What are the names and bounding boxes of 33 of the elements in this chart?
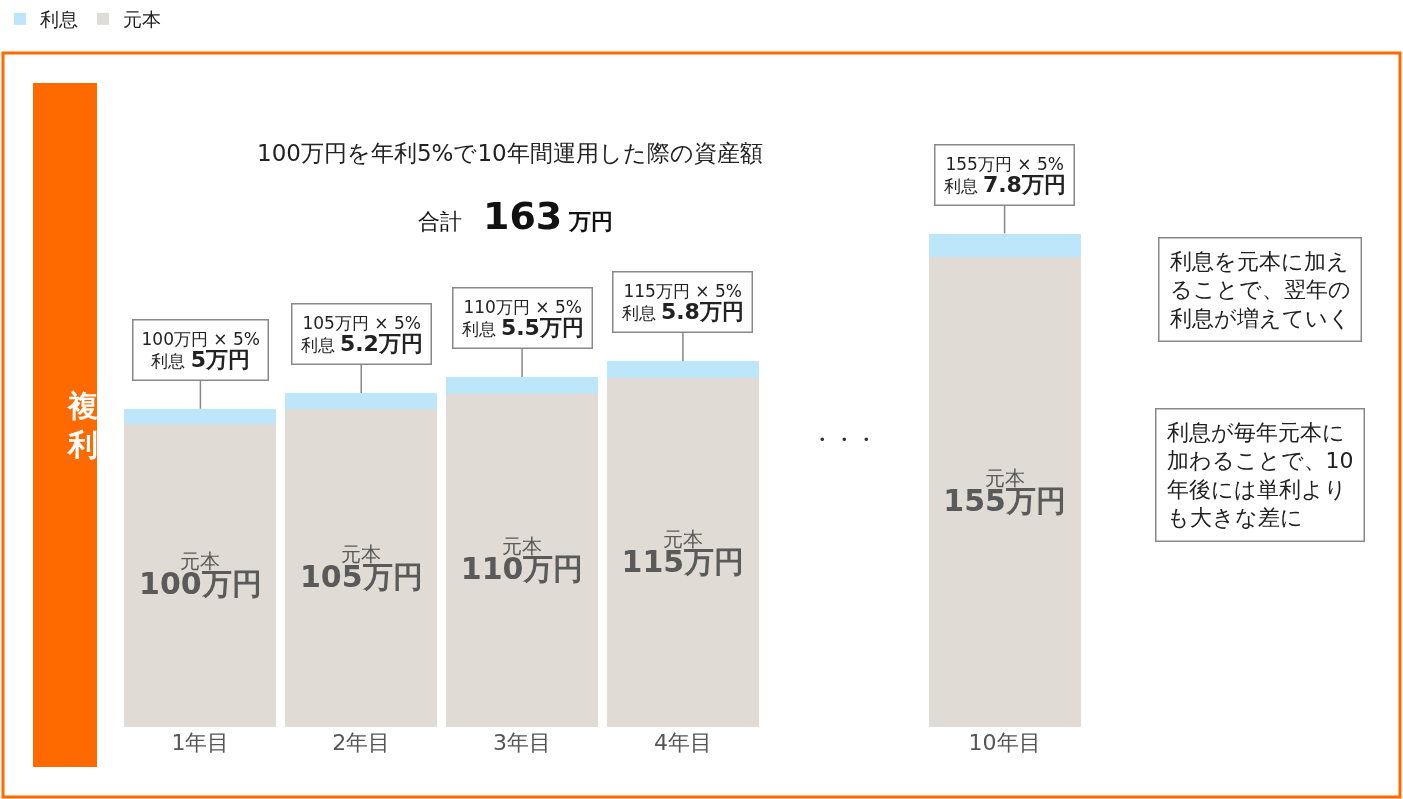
x-tick-label: 1年目 [171, 730, 230, 755]
bar [446, 376, 599, 394]
bar [446, 393, 599, 727]
x-tick-label: 3年目 [493, 730, 552, 755]
chart-title: 100万円を年利5%で10年間運用した際の資産額 [257, 140, 763, 166]
text: 利息を元本に加えることで、翌年の利息が増えていく [1169, 248, 1351, 331]
data-label: 元本 105万円 [299, 541, 423, 594]
chart-subtitle: 合計 163 万円 [418, 194, 614, 238]
x-tick-label: 4年目 [653, 730, 712, 755]
bar [124, 408, 277, 424]
data-label: 元本 110万円 [460, 534, 584, 587]
x-tick-label: 2年目 [332, 730, 391, 755]
bar [124, 423, 277, 727]
legend-label: 利息 [40, 8, 78, 31]
bar [285, 408, 438, 727]
text: 利息が毎年元本に加わることで、10年後には単利よりも大きな差に [1166, 419, 1354, 531]
text: 複利 [67, 388, 98, 462]
bar [928, 233, 1081, 258]
x-tick-label: 10年目 [968, 730, 1041, 755]
bar [285, 393, 438, 409]
bar [606, 378, 759, 727]
data-label: 115万円 × 5% 利息 5.8万円 [621, 280, 744, 324]
data-label: 105万円 × 5% 利息 5.2万円 [300, 312, 423, 356]
data-label: 元本 100万円 [139, 549, 262, 602]
data-label: 155万円 × 5% 利息 7.8万円 [943, 153, 1066, 197]
bar [606, 360, 759, 379]
legend-label: 元本 [123, 8, 161, 31]
bar [928, 257, 1081, 727]
annotation: ・・・ [811, 427, 877, 452]
data-label: 100万円 × 5% 利息 5万円 [141, 328, 260, 372]
data-label: 元本 115万円 [621, 526, 745, 579]
data-label: 110万円 × 5% 利息 5.5万円 [461, 296, 584, 340]
data-label: 元本 155万円 [943, 466, 1066, 519]
